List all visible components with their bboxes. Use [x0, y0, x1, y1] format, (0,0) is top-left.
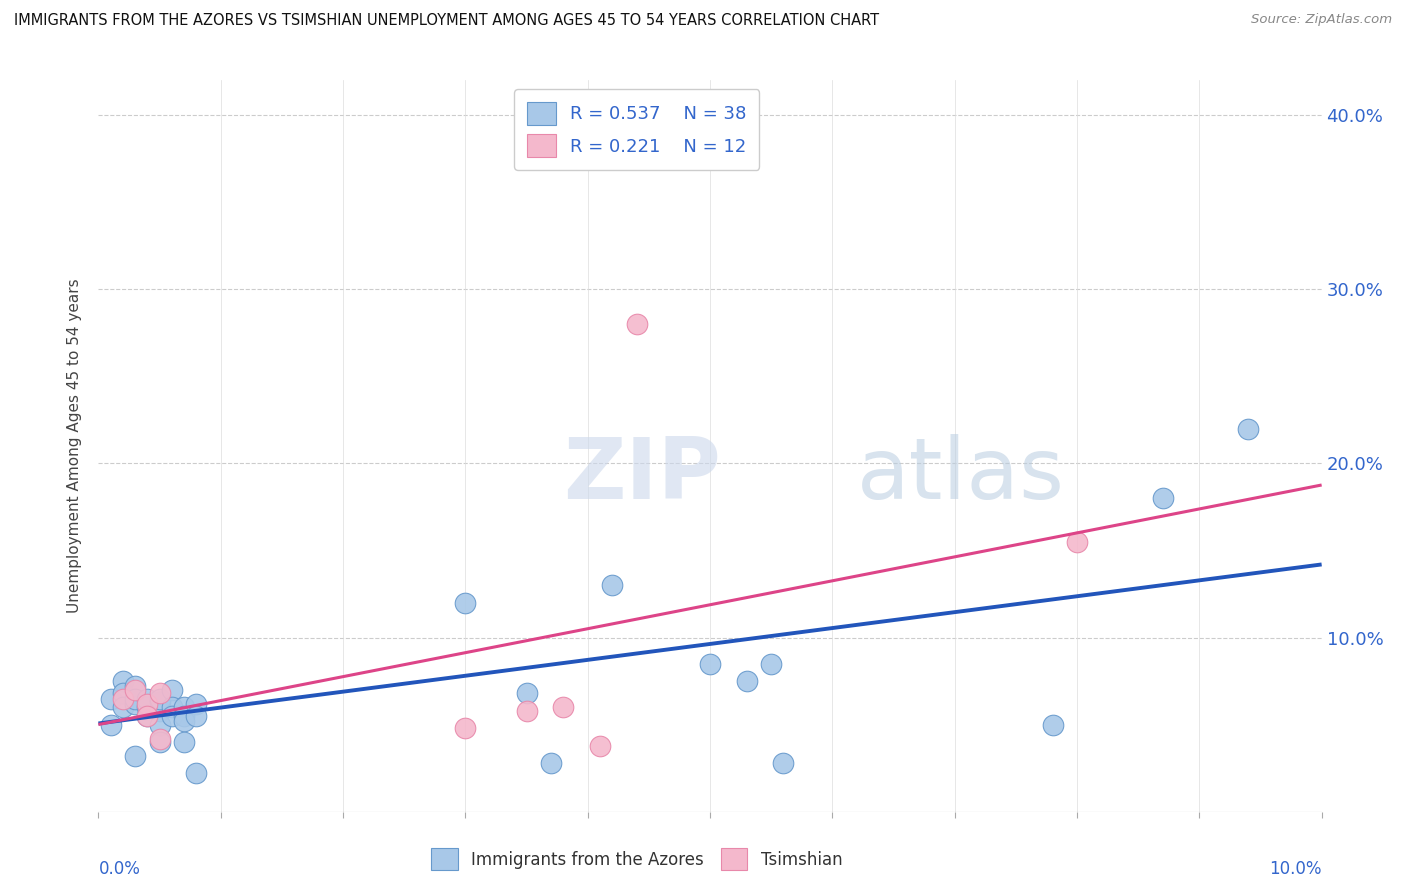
Point [1237, 421, 1260, 435]
Point [124, 691, 146, 706]
Point [516, 704, 538, 718]
Point [136, 691, 159, 706]
Point [111, 674, 134, 689]
Point [111, 700, 134, 714]
Point [589, 739, 612, 753]
Point [124, 749, 146, 764]
Legend: Immigrants from the Azores, Tsimshian: Immigrants from the Azores, Tsimshian [425, 842, 849, 877]
Point [149, 691, 172, 706]
Point [136, 709, 159, 723]
Text: ZIP: ZIP [564, 434, 721, 516]
Point [454, 721, 477, 735]
Text: Source: ZipAtlas.com: Source: ZipAtlas.com [1251, 13, 1392, 27]
Point [124, 679, 146, 693]
Point [160, 682, 183, 697]
Point [149, 704, 172, 718]
Point [124, 697, 146, 711]
Text: 10.0%: 10.0% [1270, 861, 1322, 879]
Point [516, 686, 538, 700]
Point [160, 700, 183, 714]
Point [160, 709, 183, 723]
Text: 0.0%: 0.0% [98, 861, 141, 879]
Y-axis label: Unemployment Among Ages 45 to 54 years: Unemployment Among Ages 45 to 54 years [67, 278, 83, 614]
Point [111, 686, 134, 700]
Point [100, 717, 122, 731]
Point [699, 657, 721, 671]
Point [540, 756, 562, 770]
Point [149, 731, 172, 746]
Point [111, 691, 134, 706]
Text: IMMIGRANTS FROM THE AZORES VS TSIMSHIAN UNEMPLOYMENT AMONG AGES 45 TO 54 YEARS C: IMMIGRANTS FROM THE AZORES VS TSIMSHIAN … [14, 13, 879, 29]
Point [149, 695, 172, 709]
Point [759, 657, 782, 671]
Point [772, 756, 794, 770]
Point [124, 682, 146, 697]
Point [136, 709, 159, 723]
Point [173, 714, 195, 728]
Point [173, 700, 195, 714]
Point [735, 674, 758, 689]
Point [1042, 717, 1064, 731]
Text: atlas: atlas [856, 434, 1064, 516]
Point [1152, 491, 1174, 506]
Point [553, 700, 575, 714]
Point [136, 697, 159, 711]
Point [186, 766, 208, 780]
Point [454, 596, 477, 610]
Point [173, 709, 195, 723]
Point [149, 735, 172, 749]
Point [600, 578, 623, 592]
Point [186, 709, 208, 723]
Point [626, 317, 648, 331]
Point [186, 697, 208, 711]
Point [1066, 534, 1088, 549]
Point [149, 717, 172, 731]
Point [173, 735, 195, 749]
Point [149, 686, 172, 700]
Point [100, 691, 122, 706]
Point [136, 700, 159, 714]
